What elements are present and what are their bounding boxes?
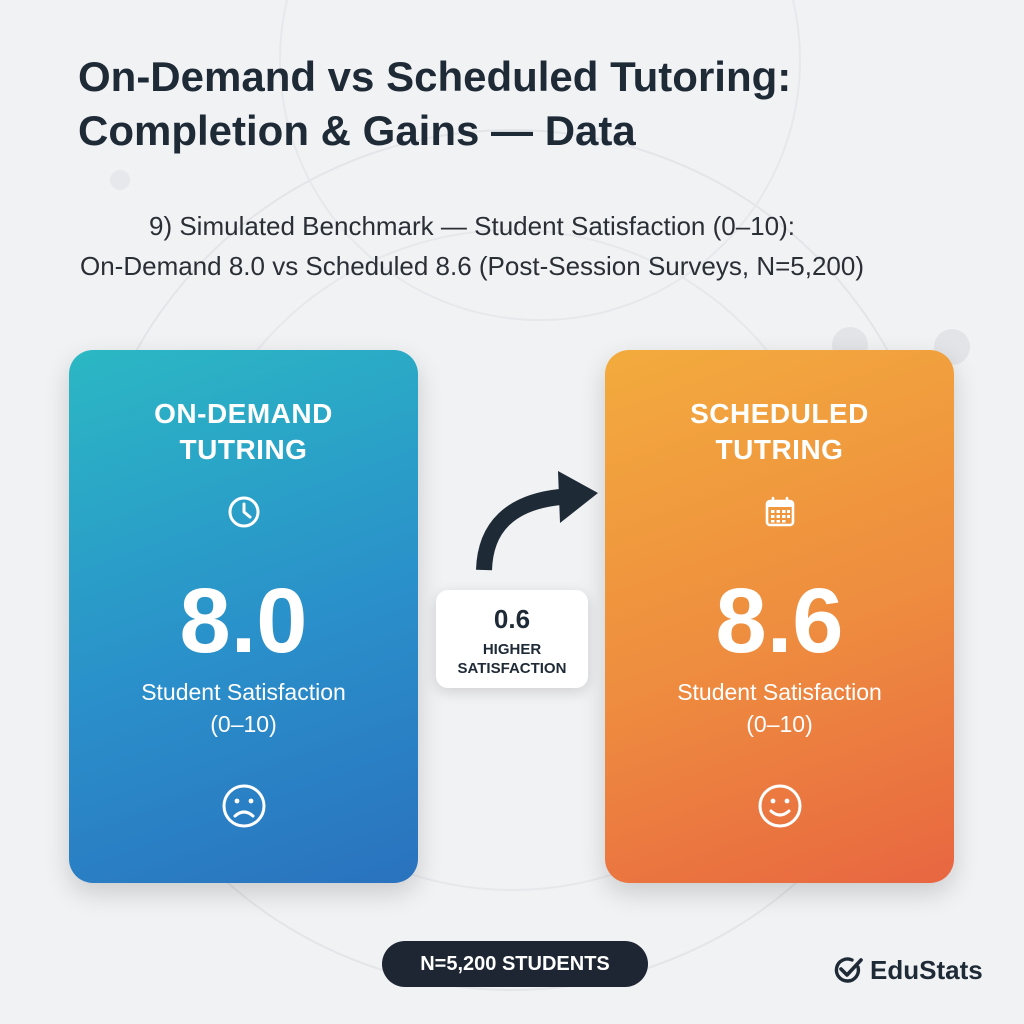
difference-value: 0.6: [493, 604, 531, 634]
clock-icon: [228, 496, 259, 528]
category-label: SCHEDULED: [690, 398, 869, 429]
smile-face-icon: [758, 784, 801, 828]
difference-callout: 0.6 HIGHER SATISFACTION: [436, 590, 588, 688]
curved-arrow-icon: [476, 471, 598, 571]
scheduled-card: SCHEDULED TUTRING 8.6 Student Satisfacti…: [605, 350, 954, 883]
calendar-icon: [765, 496, 794, 527]
brand-name: EduStats: [870, 955, 983, 985]
sample-size-badge: N=5,200 STUDENTS: [382, 941, 648, 987]
page-title: On-Demand vs Scheduled Tutoring: Complet…: [78, 53, 792, 154]
sad-face-icon: [222, 784, 265, 828]
on-demand-card-title: ON-DEMAND TUTRING: [69, 396, 418, 468]
subtitle-line-2: On-Demand 8.0 vs Scheduled 8.6 (Post-Ses…: [79, 251, 864, 281]
difference-label: HIGHER SATISFACTION: [436, 640, 588, 678]
metric-label: Student Satisfaction: [677, 679, 882, 705]
metric-label: Student Satisfaction: [141, 679, 346, 705]
chart-subtitle: 9) Simulated Benchmark — Student Satisfa…: [0, 206, 944, 286]
subtitle-line-1: 9) Simulated Benchmark — Student Satisfa…: [149, 211, 795, 241]
category-label: TUTRING: [179, 434, 308, 465]
check-circle-icon: [834, 957, 863, 983]
difference-label-line-2: SATISFACTION: [457, 660, 567, 677]
category-label: TUTRING: [715, 434, 844, 465]
data-label-scheduled: 8.6: [715, 570, 844, 672]
difference-label-line-1: HIGHER: [482, 641, 542, 658]
data-label-on-demand: 8.0: [179, 570, 308, 672]
range-label: (0–10): [210, 711, 277, 737]
on-demand-card: ON-DEMAND TUTRING 8.0 Student Satisfacti…: [69, 350, 418, 883]
category-label: ON-DEMAND: [154, 398, 333, 429]
range-label: (0–10): [746, 711, 813, 737]
scheduled-card-title: SCHEDULED TUTRING: [605, 396, 954, 468]
